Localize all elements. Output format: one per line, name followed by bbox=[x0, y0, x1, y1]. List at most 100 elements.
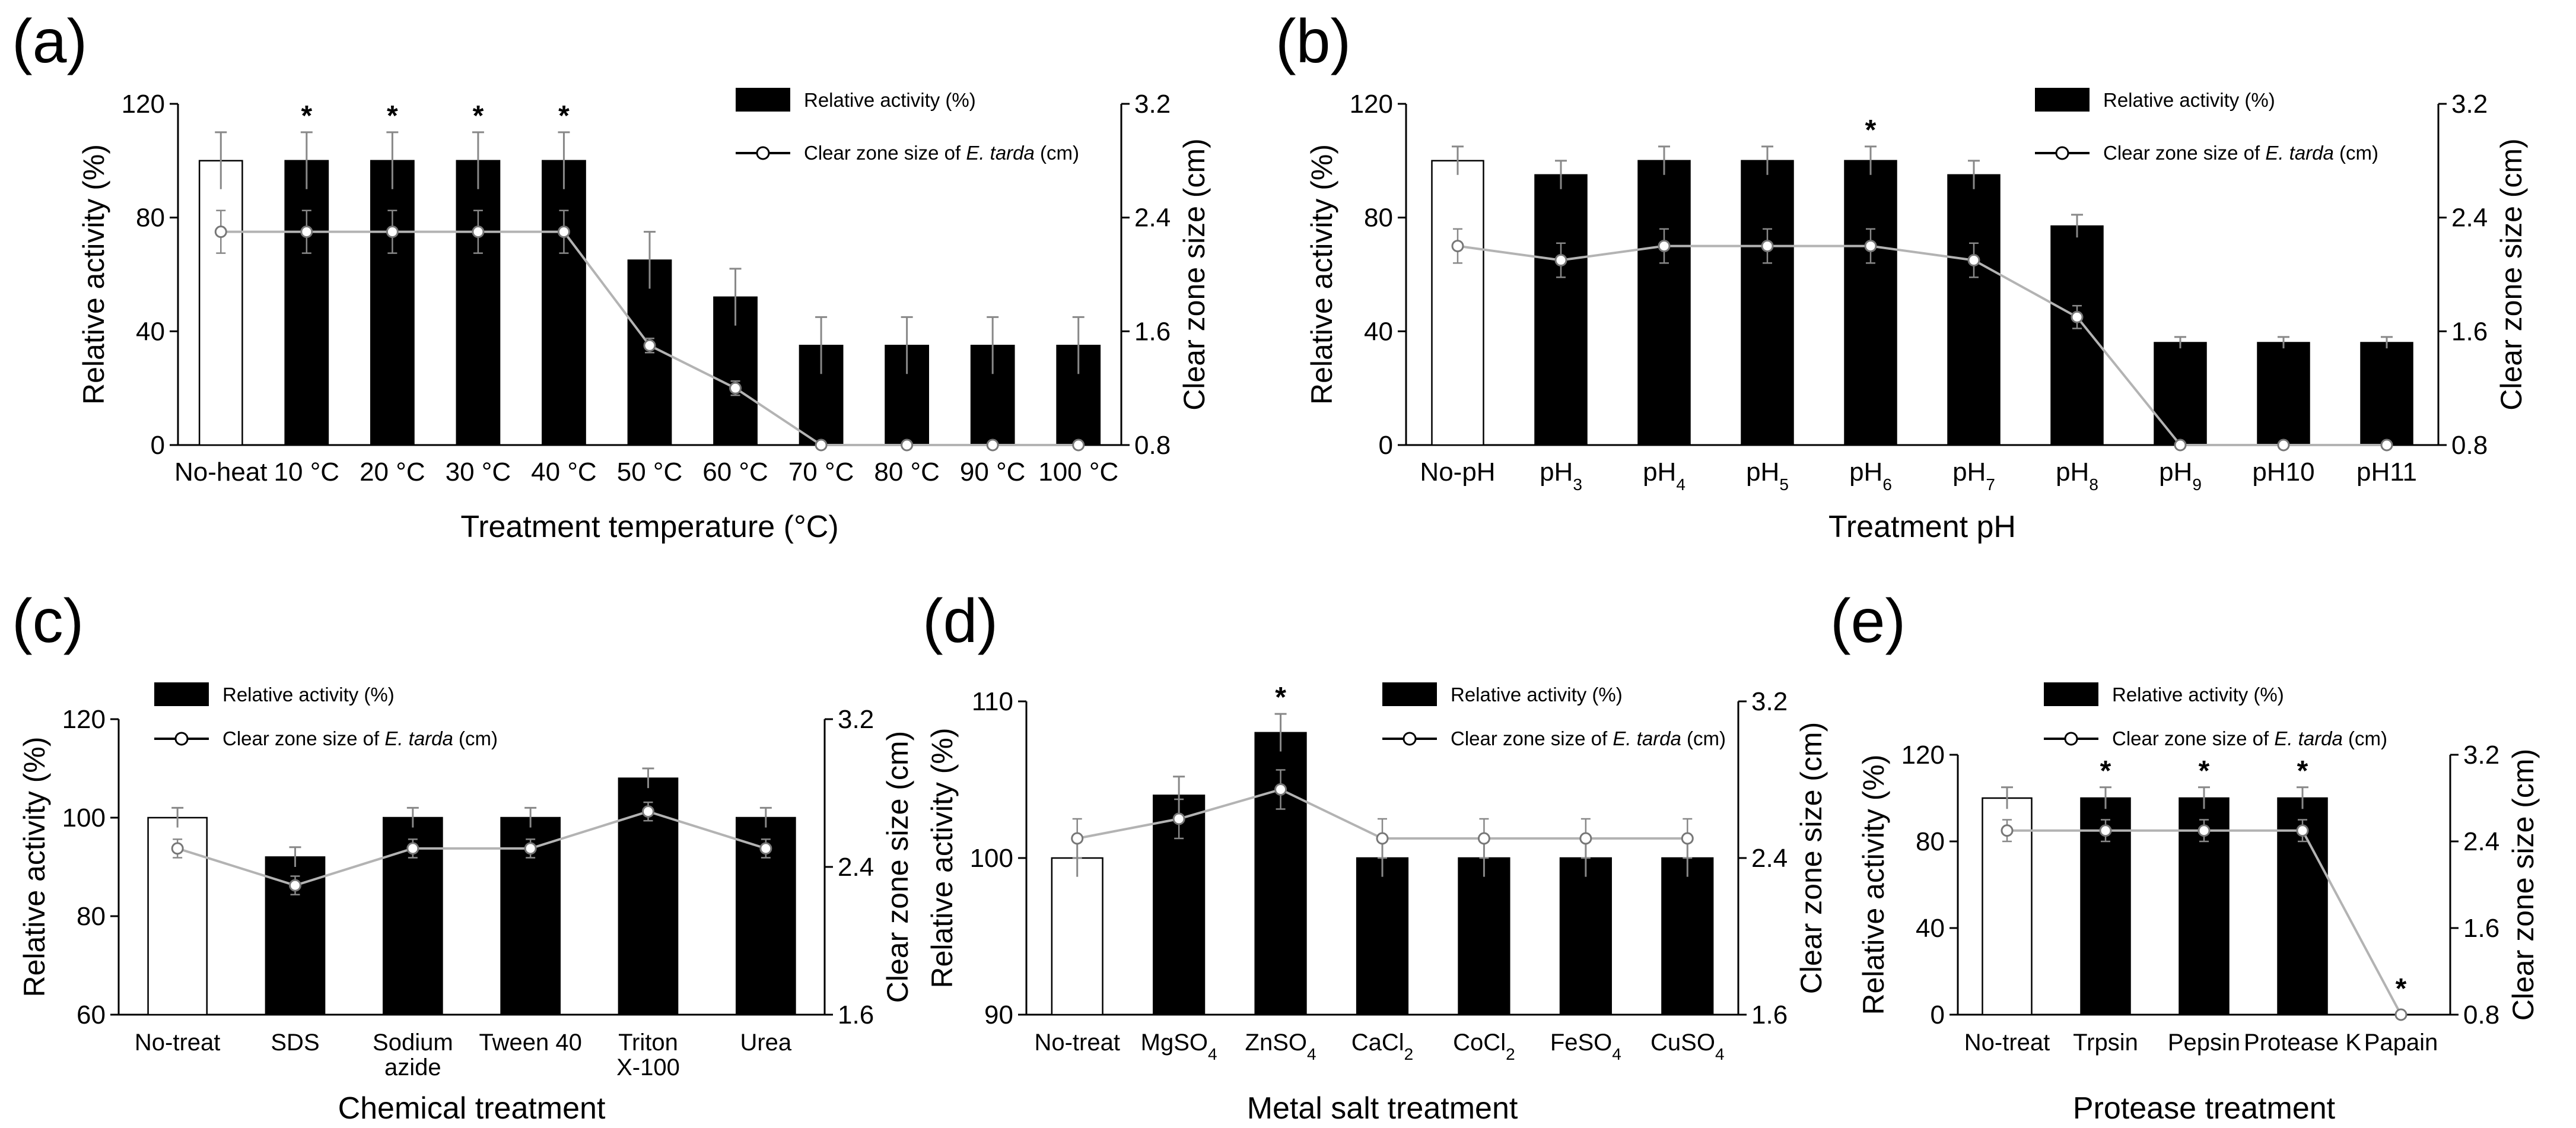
significance-marker: * bbox=[301, 100, 312, 132]
clear-zone-point bbox=[386, 225, 399, 239]
x-tick-label: 80 °C bbox=[874, 457, 940, 487]
y-tick-label: 0 bbox=[151, 431, 165, 460]
x-tick-label: 40 °C bbox=[531, 457, 597, 487]
significance-marker: * bbox=[473, 100, 484, 132]
y2-axis-title: Clear zone size (cm) bbox=[881, 731, 914, 1003]
chart-panel-4: (d) 90 100 110 1.6 2.4 3.2 Relative activity (%… bbox=[923, 587, 1828, 1126]
significance-marker: * bbox=[2100, 755, 2111, 787]
x-tick-label: 60 °C bbox=[702, 457, 768, 487]
y-tick-label: 40 bbox=[1364, 317, 1393, 346]
legend-marker-swatch bbox=[174, 732, 189, 746]
y2-tick-label: 3.2 bbox=[2451, 90, 2488, 119]
x-tick-subscript: 2 bbox=[1404, 1045, 1414, 1063]
y2-tick-label: 3.2 bbox=[1751, 687, 1788, 716]
clear-zone-point bbox=[1579, 832, 1592, 845]
y2-tick-label: 2.4 bbox=[1751, 844, 1788, 873]
x-axis-title: Treatment temperature (°C) bbox=[460, 510, 838, 544]
legend-marker-swatch bbox=[2055, 146, 2069, 160]
clear-zone-point bbox=[300, 225, 313, 239]
y-tick-label: 100 bbox=[970, 844, 1013, 873]
x-tick-label: SDS bbox=[271, 1030, 319, 1056]
x-tick-label: CoCl2 bbox=[1453, 1030, 1515, 1063]
significance-marker: * bbox=[558, 100, 570, 132]
y-tick-label: 120 bbox=[1350, 90, 1393, 119]
y2-tick-label: 1.6 bbox=[2463, 914, 2499, 943]
bar bbox=[1559, 857, 1612, 1016]
x-tick-text: 80 °C bbox=[874, 457, 940, 487]
y-tick-label: 80 bbox=[1916, 827, 1945, 856]
bar bbox=[542, 160, 586, 446]
y2-tick-label: 2.4 bbox=[2451, 204, 2488, 233]
clear-zone-point bbox=[2099, 824, 2112, 837]
clear-zone-point bbox=[1761, 240, 1774, 253]
x-tick-subscript: 2 bbox=[1506, 1045, 1515, 1063]
y-tick-label: 90 bbox=[984, 1000, 1013, 1030]
clear-zone-point bbox=[1072, 439, 1085, 452]
bar bbox=[456, 160, 501, 446]
x-tick-text: Papain bbox=[2364, 1030, 2438, 1056]
x-tick-text: CaCl bbox=[1351, 1030, 1404, 1056]
x-tick-label: 100 °C bbox=[1038, 457, 1118, 487]
legend-line-species: E. tarda bbox=[2274, 727, 2343, 749]
y-tick-label: 80 bbox=[77, 902, 106, 931]
clear-zone-point bbox=[1451, 240, 1464, 253]
legend-line-suffix: (cm) bbox=[453, 727, 498, 749]
y-tick-label: 120 bbox=[62, 705, 106, 734]
bar bbox=[1661, 857, 1714, 1016]
x-tick-label: Pepsin bbox=[2168, 1030, 2240, 1056]
significance-marker: * bbox=[1275, 682, 1286, 713]
x-tick-label: 90 °C bbox=[960, 457, 1026, 487]
bar bbox=[1844, 160, 1897, 446]
clear-zone-point bbox=[986, 439, 999, 452]
legend-bar-label: Relative activity (%) bbox=[2103, 89, 2275, 111]
x-tick-text: Tween 40 bbox=[479, 1030, 581, 1056]
clear-zone-point bbox=[1071, 832, 1084, 845]
y-tick-label: 0 bbox=[1379, 431, 1393, 460]
significance-marker: * bbox=[1865, 115, 1877, 146]
x-tick-label: Trpsin bbox=[2073, 1030, 2138, 1056]
y2-tick-label: 3.2 bbox=[2463, 741, 2499, 770]
legend-line-species: E. tarda bbox=[1613, 727, 1681, 749]
x-tick-subscript: 4 bbox=[1676, 475, 1685, 494]
x-tick-label: 30 °C bbox=[446, 457, 511, 487]
clear-zone-point bbox=[815, 439, 828, 452]
x-axis-title: Chemical treatment bbox=[338, 1091, 606, 1126]
x-tick-text: pH10 bbox=[2252, 457, 2314, 487]
legend-bar-label: Relative activity (%) bbox=[2112, 684, 2284, 706]
y-axis-title: Relative activity (%) bbox=[18, 737, 51, 997]
x-tick-label: CuSO4 bbox=[1650, 1030, 1725, 1063]
y2-tick-label: 3.2 bbox=[1134, 90, 1171, 119]
x-tick-text: 40 °C bbox=[531, 457, 597, 487]
legend-bar-label: Relative activity (%) bbox=[804, 89, 976, 111]
y-axis-title: Relative activity (%) bbox=[1857, 755, 1890, 1015]
y2-tick-label: 0.8 bbox=[2463, 1000, 2499, 1030]
y-tick-label: 80 bbox=[1364, 204, 1393, 233]
x-tick-label: Sodium bbox=[373, 1030, 453, 1056]
legend-line-suffix: (cm) bbox=[1035, 142, 1079, 164]
y2-tick-label: 1.6 bbox=[1751, 1000, 1788, 1030]
x-tick-label: MgSO4 bbox=[1141, 1030, 1217, 1063]
x-axis-title: Treatment pH bbox=[1828, 510, 2016, 544]
x-tick-text: SDS bbox=[271, 1030, 319, 1056]
x-tick-label: 20 °C bbox=[360, 457, 425, 487]
y-axis-title: Relative activity (%) bbox=[926, 728, 959, 989]
x-tick-text: pH bbox=[1849, 457, 1882, 487]
x-tick-label: Papain bbox=[2364, 1030, 2438, 1056]
clear-zone-point bbox=[171, 842, 184, 855]
bar bbox=[1458, 857, 1510, 1016]
clear-zone-point bbox=[1967, 254, 1980, 267]
clear-zone-line bbox=[177, 810, 767, 887]
panel-label: (e) bbox=[1830, 587, 1906, 656]
legend-line-prefix: Clear zone size of bbox=[2112, 727, 2274, 749]
legend-bar-swatch bbox=[2044, 682, 2098, 706]
clear-zone-point bbox=[2296, 824, 2309, 837]
clear-zone-point bbox=[729, 382, 742, 395]
clear-zone-point bbox=[1864, 240, 1877, 253]
clear-zone-point bbox=[2380, 439, 2393, 452]
clear-zone-point bbox=[1681, 832, 1694, 845]
x-tick-text: 10 °C bbox=[274, 457, 340, 487]
y2-tick-label: 2.4 bbox=[2463, 827, 2499, 856]
legend-line-suffix: (cm) bbox=[1681, 727, 1726, 749]
x-tick-text: 30 °C bbox=[446, 457, 511, 487]
y2-tick-label: 1.6 bbox=[2451, 317, 2488, 346]
